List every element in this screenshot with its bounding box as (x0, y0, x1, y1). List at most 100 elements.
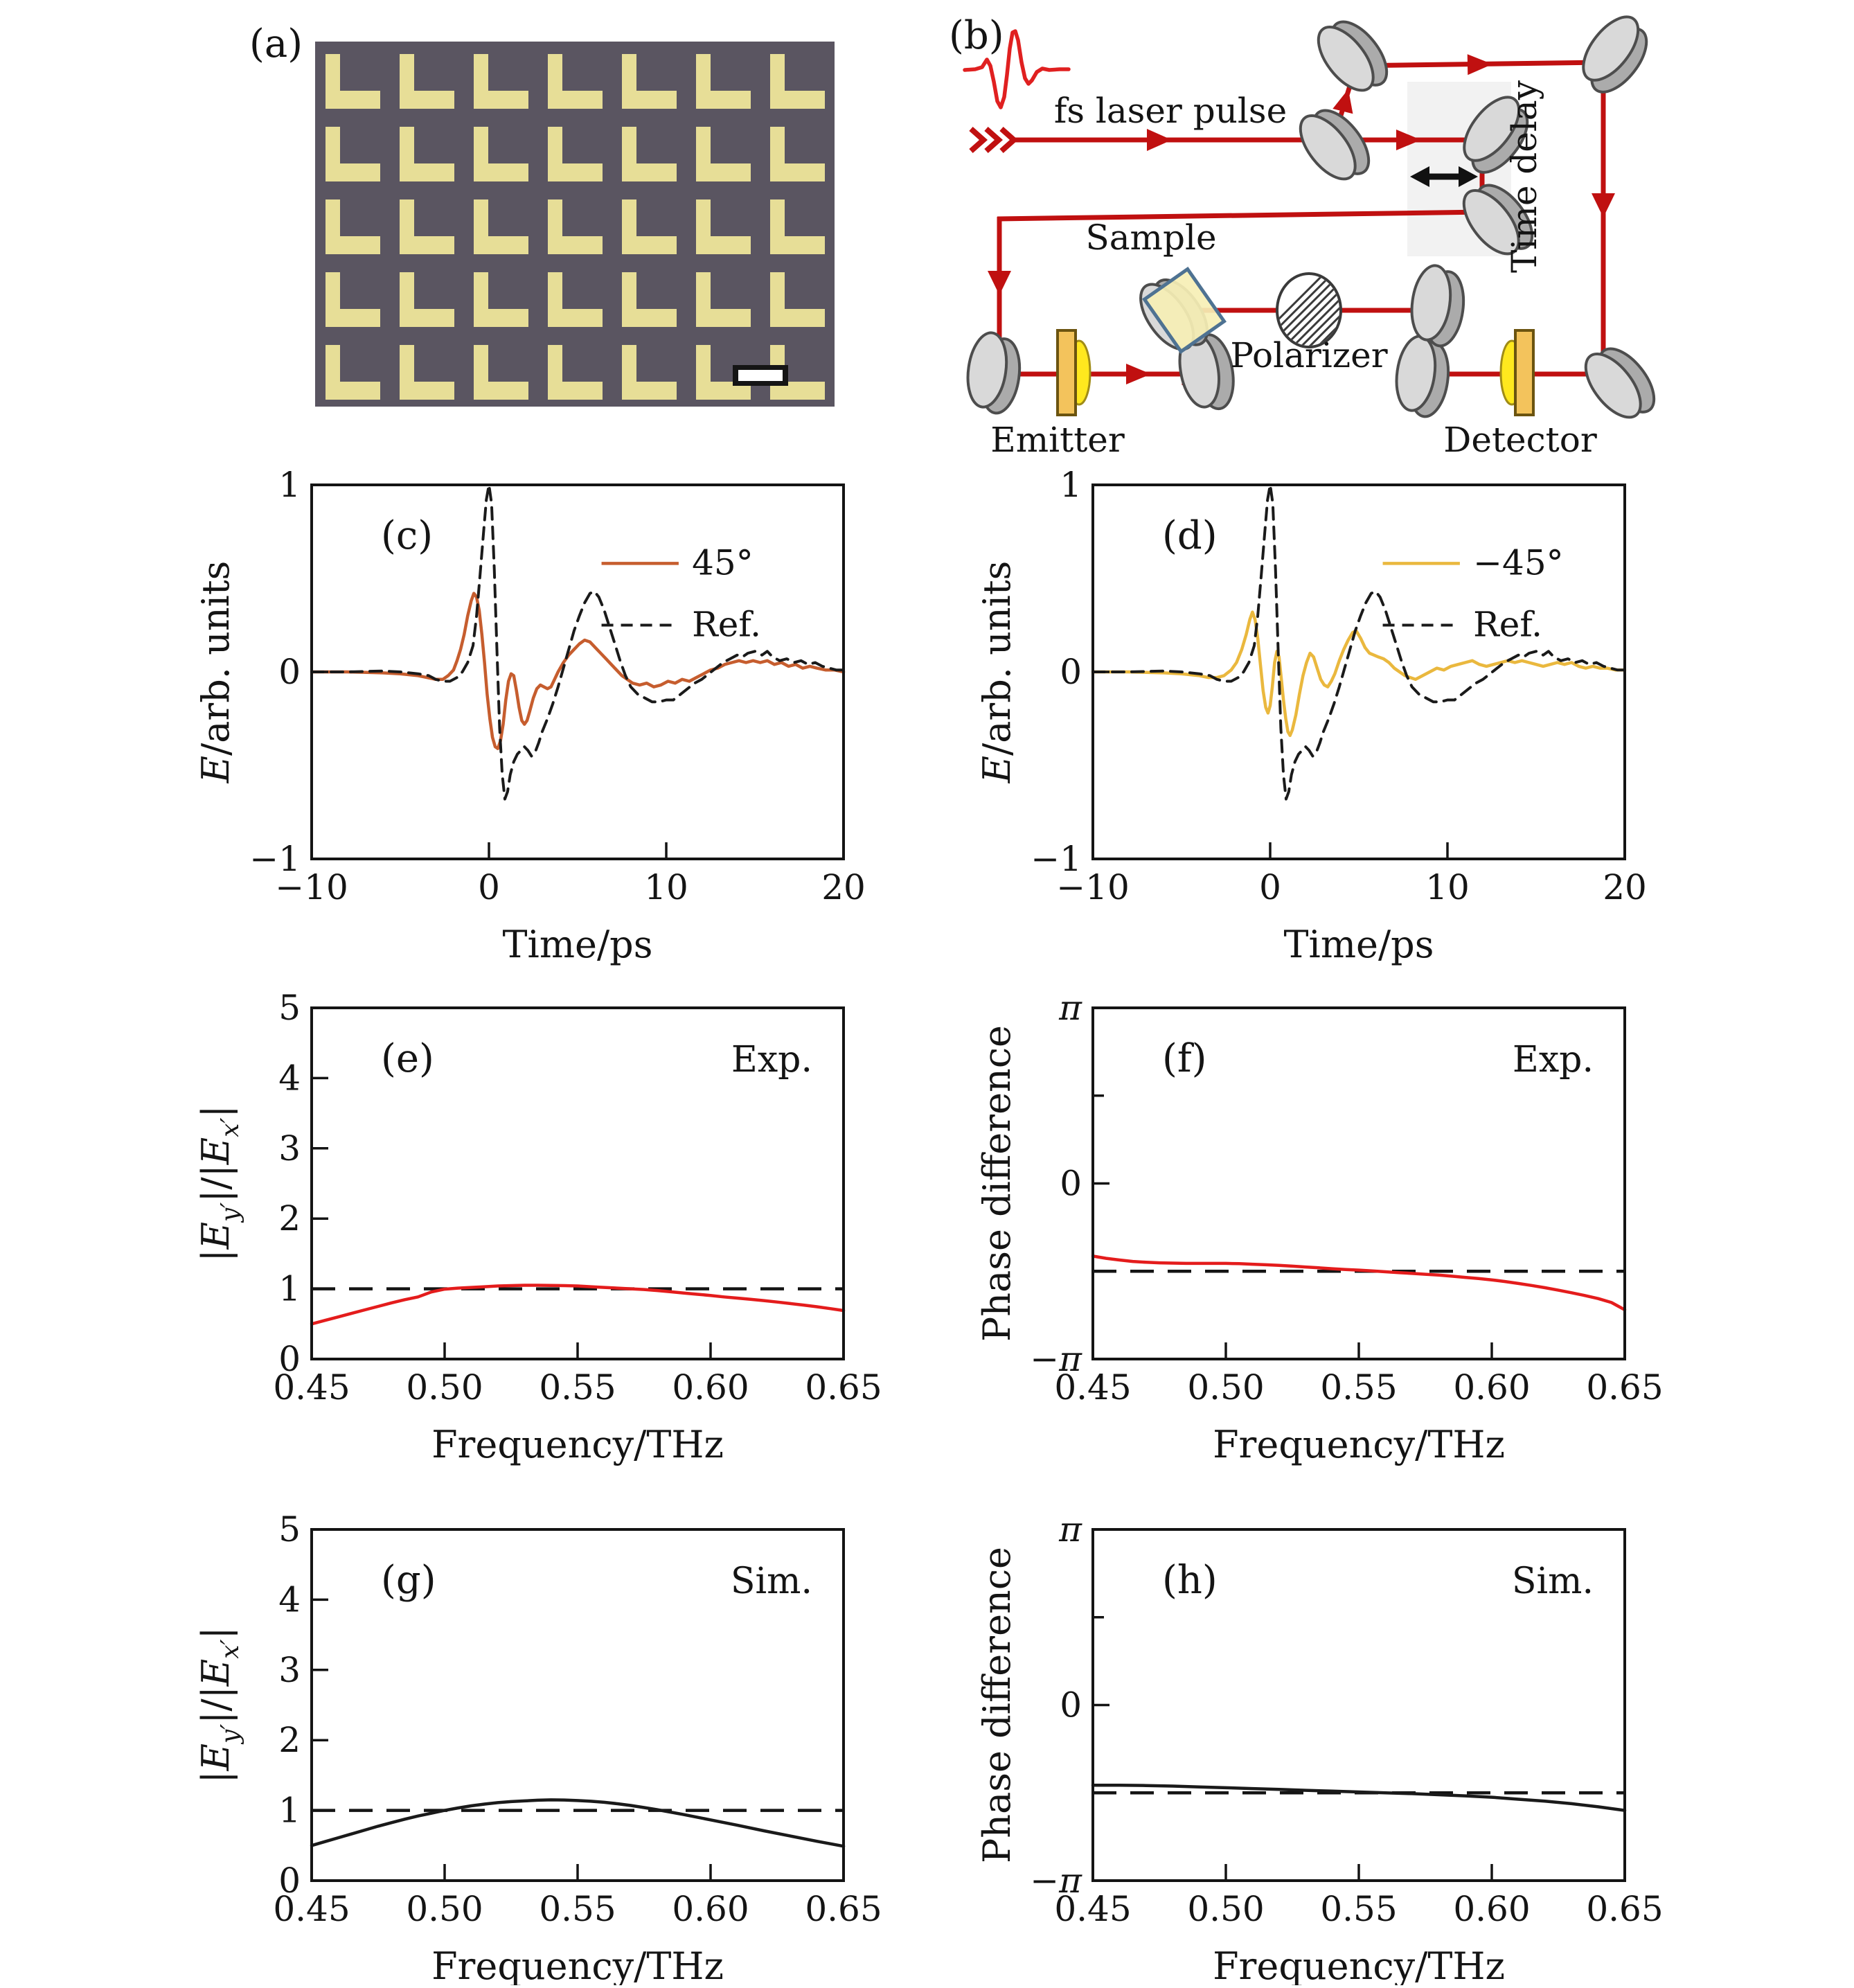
top-right-mirror-icon (1569, 6, 1661, 103)
y-tick-label: 0 (1060, 1164, 1082, 1204)
detector-label: Detector (1443, 420, 1597, 460)
x-axis-label: Time/ps (1284, 923, 1434, 966)
l-resonator (622, 54, 677, 109)
l-resonator (770, 127, 825, 181)
x-tick-label: 0.45 (273, 1889, 350, 1929)
detector-corner-mirror-icon (1574, 335, 1666, 432)
l-resonator (622, 345, 677, 400)
series-Sim. phase difference (1091, 1784, 1627, 1812)
panel-letter: (g) (381, 1558, 436, 1603)
hatch-line (1308, 275, 1339, 346)
panel-letter: (c) (381, 513, 433, 558)
l-resonator (622, 272, 677, 327)
emitter-device (1056, 329, 1091, 416)
delay-motion-arrow-icon (1410, 166, 1478, 187)
metasurface-l-array (326, 54, 825, 400)
x-tick-label: 0.55 (539, 1889, 616, 1929)
beamsplitter-mirror-icon (1288, 96, 1381, 193)
l-resonator (770, 54, 825, 109)
emitter-back-mirror-icon (961, 328, 1026, 418)
panel-g: 0.45 0.50 0.55 0.60 0.65 0 1 2 3 4 5 Frequency/THz |… (194, 1509, 882, 1988)
l-resonator (696, 345, 751, 400)
y-tick-label: 0 (1060, 1685, 1082, 1725)
series-Exp. amplitude ratio (310, 1284, 846, 1326)
x-tick-label: 10 (1425, 867, 1470, 907)
legend-label: Ref. (1473, 605, 1542, 645)
arrow-right-icon (1147, 129, 1172, 151)
series-Ref. (1091, 483, 1626, 801)
l-resonator (548, 54, 603, 109)
l-resonator (696, 127, 751, 181)
panel-a: (a) (249, 21, 835, 407)
x-axis-label: Frequency/THz (431, 1944, 724, 1985)
corner-label: Exp. (1513, 1039, 1594, 1081)
x-tick-label: 0.60 (672, 1367, 749, 1408)
panel-a-letter: (a) (249, 21, 303, 66)
panel-e: 0.45 0.50 0.55 0.60 0.65 0 1 2 3 4 5 Frequency/THz |… (194, 988, 882, 1466)
hatch-line (1300, 275, 1339, 346)
l-resonator (400, 199, 454, 254)
panel-letter: (h) (1162, 1558, 1218, 1603)
time-delay-label: Time delay (1504, 80, 1544, 273)
panel-letter: (f) (1162, 1036, 1206, 1081)
legend-label: −45° (1473, 542, 1564, 583)
x-tick-label: 0.45 (273, 1367, 350, 1408)
x-tick-label: 0.50 (406, 1889, 483, 1929)
y-tick-label: π (1058, 988, 1082, 1028)
arrow-right-icon (1467, 54, 1492, 76)
x-tick-label: 0.65 (805, 1367, 882, 1408)
l-resonator (400, 54, 454, 109)
hatch-line (1278, 275, 1328, 346)
l-resonator (548, 127, 603, 181)
x-axis-label: Time/ps (503, 923, 653, 966)
y-tick-label: 4 (278, 1058, 301, 1098)
l-resonator (474, 127, 528, 181)
l-resonator (696, 199, 751, 254)
detector-device (1499, 329, 1535, 416)
emitter-label: Emitter (990, 420, 1125, 460)
l-resonator (326, 272, 380, 327)
y-tick-label: −π (1030, 1339, 1082, 1379)
l-resonator (548, 199, 603, 254)
y-tick-label: 1 (278, 465, 301, 505)
fs-pulse-waveform-icon (963, 29, 1071, 109)
hatch-line (1278, 275, 1339, 346)
x-tick-label: 0 (1259, 867, 1281, 907)
l-resonator (474, 199, 528, 254)
l-resonator (770, 199, 825, 254)
hatch-line (1283, 275, 1339, 346)
y-tick-label: 0 (278, 652, 301, 692)
x-tick-label: 0.60 (1453, 1367, 1530, 1408)
hatch-line (1292, 275, 1339, 346)
sample-icon (1142, 267, 1227, 354)
x-tick-label: 20 (821, 867, 866, 907)
l-resonator (326, 345, 380, 400)
y-tick-label: 4 (278, 1579, 301, 1619)
l-resonator (770, 272, 825, 327)
legend: 45° Ref. (601, 542, 761, 645)
x-tick-label: 0.55 (1320, 1367, 1397, 1408)
y-tick-label: 0 (278, 1861, 301, 1901)
y-tick-label: 5 (278, 988, 301, 1028)
x-tick-label: 10 (644, 867, 688, 907)
l-resonator (696, 54, 751, 109)
x-tick-label: 0 (478, 867, 500, 907)
y-tick-label: 2 (278, 1720, 301, 1760)
legend: −45° Ref. (1382, 542, 1564, 645)
l-resonator (474, 272, 528, 327)
series-Ref. (310, 483, 845, 801)
legend-label: 45° (692, 542, 754, 583)
arrow-down-icon (1592, 193, 1615, 218)
arrow-right-icon (1396, 130, 1421, 150)
scalebar (738, 370, 783, 381)
y-axis-label: |Ey′|/|Ex′| (194, 1626, 244, 1783)
l-resonator (326, 199, 380, 254)
series-Exp. phase difference (1091, 1254, 1627, 1312)
x-tick-label: 0.50 (1187, 1889, 1264, 1929)
x-axis-label: Frequency/THz (1213, 1944, 1505, 1985)
y-tick-label: −π (1030, 1861, 1082, 1901)
